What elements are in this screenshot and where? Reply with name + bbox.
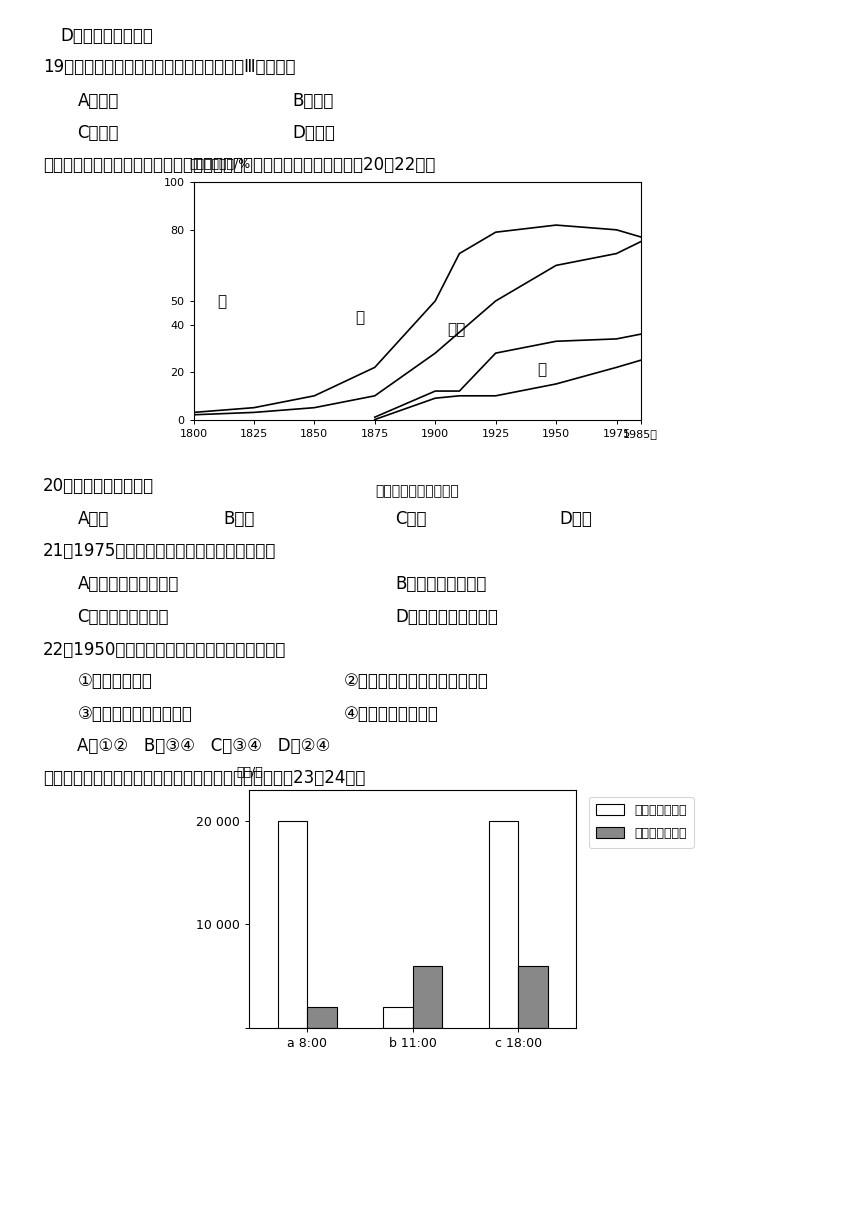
Bar — [278, 821, 307, 1028]
Text: A．①②   B．③④   C．③④   D．②④: A．①② B．③④ C．③④ D．②④ — [77, 737, 331, 755]
Bar — [519, 966, 548, 1028]
Text: 22．1950年，英国城市化水平变化的主要原因有: 22．1950年，英国城市化水平变化的主要原因有 — [43, 641, 286, 659]
Text: 19．当前，下列国家中最可能处于城市化第Ⅲ阶段的是: 19．当前，下列国家中最可能处于城市化第Ⅲ阶段的是 — [43, 58, 296, 77]
Text: 21．1975年，与英国相比，巴西城市化特点是: 21．1975年，与英国相比，巴西城市化特点是 — [43, 542, 276, 561]
Text: 20．图中表示美国的是: 20．图中表示美国的是 — [43, 477, 154, 495]
Text: D．生物多样性增多: D．生物多样性增多 — [60, 27, 153, 45]
Bar — [307, 1007, 337, 1028]
Text: 丁: 丁 — [537, 362, 546, 377]
Text: A．埃及: A．埃及 — [77, 92, 119, 111]
Text: D．印度: D．印度 — [292, 124, 335, 142]
Text: 几个国家的城市化过程: 几个国家的城市化过程 — [375, 484, 459, 499]
Text: C．英国: C．英国 — [77, 124, 119, 142]
Text: ④城市中心区的萎缩: ④城市中心区的萎缩 — [344, 705, 439, 724]
Text: 甲: 甲 — [218, 294, 227, 309]
Text: A．甲: A．甲 — [77, 510, 108, 528]
Bar — [488, 821, 519, 1028]
Text: D．丁: D．丁 — [559, 510, 592, 528]
Text: ②乡村、小城镇基础设施的完善: ②乡村、小城镇基础设施的完善 — [344, 672, 488, 691]
Text: 下图表示某城市某一区域地铁站的平均客运量，据此完成23！24题。: 下图表示某城市某一区域地铁站的平均客运量，据此完成23！24题。 — [43, 769, 366, 787]
Text: C．丙: C．丙 — [396, 510, 427, 528]
Text: 城市人口比重/%: 城市人口比重/% — [189, 158, 250, 171]
Text: B．乙: B．乙 — [224, 510, 255, 528]
Bar — [413, 966, 442, 1028]
Text: B．城市化水平更高: B．城市化水平更高 — [396, 575, 487, 593]
Legend: 进入本站客运量, 离开本站客运量: 进入本站客运量, 离开本站客运量 — [589, 796, 694, 848]
Text: 单位/人: 单位/人 — [237, 766, 263, 779]
Text: ③农村剩余劳动力的转移: ③农村剩余劳动力的转移 — [77, 705, 193, 724]
Text: 下图为美国、英国、印度和巴西四个国家的城市化进程示意图，据此完成20！22题。: 下图为美国、英国、印度和巴西四个国家的城市化进程示意图，据此完成20！22题。 — [43, 156, 435, 174]
Text: A．城市环境质量更高: A．城市环境质量更高 — [77, 575, 179, 593]
Text: C．城市化速度更快: C．城市化速度更快 — [77, 608, 169, 626]
Text: D．出现逆城市化现象: D．出现逆城市化现象 — [396, 608, 499, 626]
Text: 丙－: 丙－ — [447, 322, 465, 337]
Text: 乙: 乙 — [355, 310, 365, 326]
Text: ①城市环境恶化: ①城市环境恶化 — [77, 672, 152, 691]
Text: B．中国: B．中国 — [292, 92, 334, 111]
Bar — [384, 1007, 413, 1028]
